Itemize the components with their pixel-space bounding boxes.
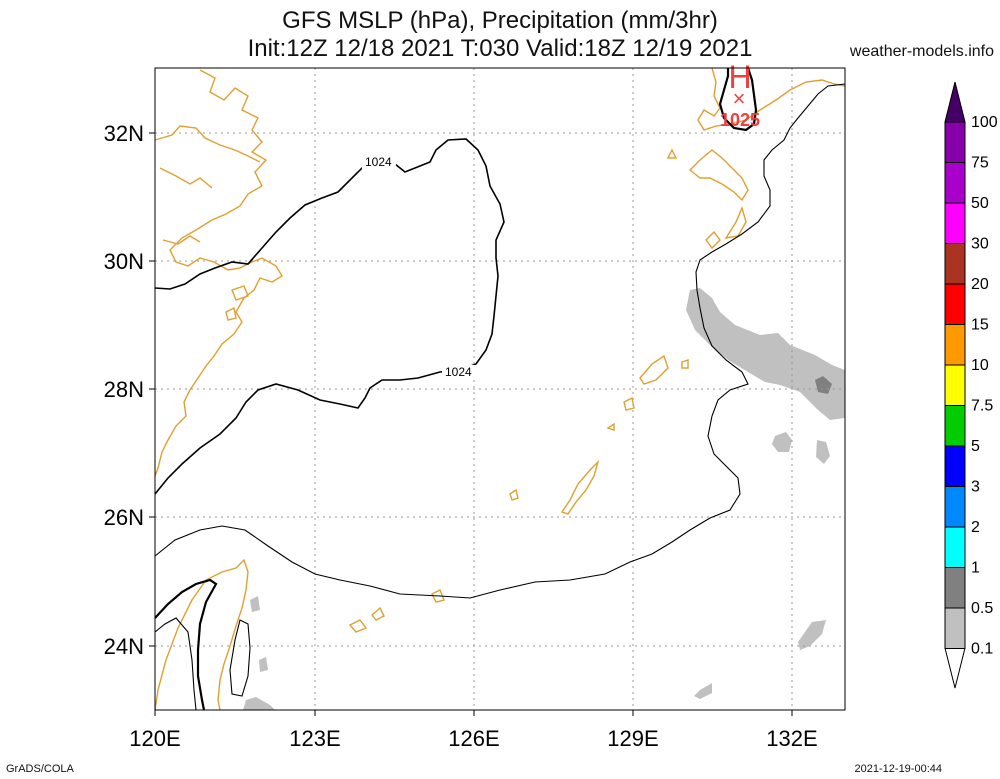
precip-area <box>816 440 830 464</box>
legend-label: 1 <box>971 560 980 577</box>
axis-ticks <box>149 132 793 716</box>
legend-swatch <box>944 567 966 609</box>
legend-label: 7.5 <box>971 398 993 415</box>
legend-swatch <box>944 202 966 244</box>
precip-area <box>772 432 792 452</box>
legend-label: 15 <box>971 317 989 334</box>
coastline <box>162 235 201 245</box>
coastline <box>225 306 237 321</box>
isobar <box>154 83 846 599</box>
lat-label: 26N <box>104 505 144 530</box>
isobar-label-bg <box>362 155 396 169</box>
coastline <box>705 230 721 250</box>
legend-swatch <box>944 405 966 447</box>
coastline <box>159 167 213 189</box>
coastline <box>560 459 600 515</box>
lon-label: 126E <box>448 726 499 751</box>
legend-label: 0.1 <box>971 641 993 658</box>
isobar <box>154 578 218 711</box>
coastline <box>606 422 615 431</box>
precip-area <box>686 288 845 420</box>
legend-swatch <box>944 526 966 568</box>
coastline <box>688 149 749 202</box>
precip-legend: 100 75 50 30 20 15 10 7.5 5 3 2 1 0.5 0.1 <box>944 81 998 689</box>
lon-label: 129E <box>607 726 658 751</box>
precipitation-areas <box>243 288 845 710</box>
legend-label: 100 <box>971 114 998 131</box>
coastline <box>666 148 678 159</box>
isobar-label-bg <box>442 365 476 379</box>
lon-label: 123E <box>289 726 340 751</box>
precip-area <box>259 657 268 672</box>
lat-label: 24N <box>104 634 144 659</box>
high-pressure-marker: × <box>733 86 746 111</box>
legend-swatch <box>944 324 966 366</box>
coastline <box>431 589 445 603</box>
legend-swatch <box>944 121 966 163</box>
isobar-label: 1024 <box>365 155 392 169</box>
isobar <box>718 67 758 132</box>
legend-label: 30 <box>971 236 989 253</box>
legend-swatch <box>944 445 966 487</box>
legend-label: 50 <box>971 195 989 212</box>
legend-swatch <box>944 486 966 528</box>
footer-software: GrADS/COLA <box>6 763 74 775</box>
legend-label: 20 <box>971 276 989 293</box>
high-pressure-value: 1025 <box>720 110 760 130</box>
isobar <box>154 617 197 711</box>
lon-label: 132E <box>766 726 817 751</box>
legend-swatch <box>944 243 966 285</box>
grid-lines <box>155 68 845 710</box>
legend-swatch <box>944 283 966 325</box>
coastline <box>724 205 747 239</box>
coastline <box>681 359 689 369</box>
precip-area <box>798 620 826 650</box>
isobar <box>154 138 505 495</box>
lat-label: 30N <box>104 249 144 274</box>
legend-label: 3 <box>971 479 980 496</box>
coastline <box>509 488 519 501</box>
legend-swatch <box>944 364 966 406</box>
lon-label: 120E <box>129 726 180 751</box>
coastline <box>639 354 669 385</box>
footer-timestamp: 2021-12-19-00:44 <box>854 763 942 775</box>
lat-label: 28N <box>104 377 144 402</box>
legend-bottom-arrow <box>944 647 966 689</box>
legend-top-arrow <box>944 81 966 123</box>
precip-area <box>243 697 275 710</box>
chart-subtitle: Init:12Z 12/18 2021 T:030 Valid:18Z 12/1… <box>247 35 753 62</box>
isobar <box>229 619 251 697</box>
coastline <box>697 67 846 131</box>
site-credit: weather-models.info <box>849 43 994 60</box>
isobar-label: 1024 <box>445 365 472 379</box>
legend-label: 75 <box>971 155 989 172</box>
legend-label: 0.5 <box>971 600 993 617</box>
legend-swatch <box>944 607 966 649</box>
coastline <box>623 396 635 411</box>
legend-swatch <box>944 162 966 204</box>
coastline <box>371 606 385 621</box>
coastline <box>231 285 249 301</box>
lat-label: 32N <box>104 121 144 146</box>
isobars <box>154 67 846 711</box>
legend-label: 2 <box>971 519 980 536</box>
precip-area <box>694 683 712 699</box>
coastline <box>154 125 261 163</box>
precip-area <box>250 596 260 612</box>
legend-label: 10 <box>971 357 989 374</box>
chart-title: GFS MSLP (hPa), Precipitation (mm/3hr) <box>282 7 718 34</box>
coastline <box>348 619 368 633</box>
coastline <box>154 558 249 711</box>
legend-label: 5 <box>971 438 980 455</box>
